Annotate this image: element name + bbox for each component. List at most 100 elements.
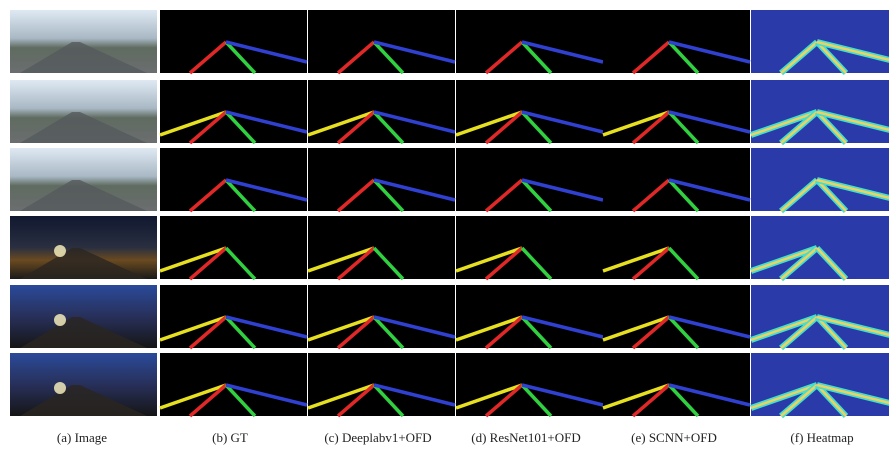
- lane: [372, 110, 405, 145]
- lane: [602, 383, 670, 410]
- road: [20, 317, 147, 348]
- lane: [188, 40, 228, 75]
- lane-mask: [456, 10, 603, 73]
- lane-mask: [456, 80, 603, 143]
- lane: [484, 40, 524, 75]
- lane: [336, 178, 376, 213]
- lane: [520, 40, 553, 75]
- lane: [225, 40, 308, 64]
- light: [54, 314, 66, 326]
- heat-lane-core: [750, 315, 818, 342]
- lane: [667, 178, 700, 213]
- light: [54, 245, 66, 257]
- lane: [520, 178, 553, 213]
- lane: [373, 383, 456, 407]
- lane: [667, 383, 700, 418]
- heat-lane-core: [816, 316, 847, 349]
- lane: [667, 40, 700, 75]
- lane-mask: [308, 353, 455, 416]
- caption: (c) Deeplabv1+OFD: [324, 430, 432, 445]
- lane: [225, 178, 308, 202]
- lane-mask: [160, 80, 307, 143]
- lane: [224, 315, 257, 350]
- lane: [307, 383, 375, 410]
- lane: [188, 246, 228, 281]
- lane: [484, 178, 524, 213]
- lane: [307, 110, 375, 137]
- lane: [225, 110, 308, 134]
- lane: [602, 315, 670, 342]
- lane: [373, 40, 456, 64]
- lane: [631, 246, 671, 281]
- lane: [159, 315, 227, 342]
- lane: [667, 246, 700, 281]
- lane: [455, 315, 523, 342]
- heat-lane-core: [780, 247, 818, 280]
- heat-lane-core: [750, 246, 818, 273]
- lane: [668, 40, 751, 64]
- light: [54, 382, 66, 394]
- lane: [372, 178, 405, 213]
- heat-lane-core: [780, 111, 818, 144]
- lane: [521, 40, 604, 64]
- heat-lane-core: [780, 384, 818, 417]
- lane-mask: [603, 10, 750, 73]
- road: [20, 180, 147, 211]
- lane: [159, 110, 227, 137]
- lane: [224, 110, 257, 145]
- lane-mask: [160, 216, 307, 279]
- lane: [521, 110, 604, 134]
- lane: [520, 315, 553, 350]
- lane-mask: [603, 285, 750, 348]
- lane-mask: [308, 148, 455, 211]
- lane: [521, 178, 604, 202]
- lane: [602, 246, 670, 273]
- caption: (a) Image: [56, 430, 108, 445]
- lane: [225, 383, 308, 407]
- lane: [668, 383, 751, 407]
- lane: [455, 246, 523, 273]
- road: [20, 112, 147, 143]
- lane: [521, 383, 604, 407]
- lane: [373, 315, 456, 339]
- lane: [484, 246, 524, 281]
- lane: [631, 40, 671, 75]
- lane: [668, 178, 751, 202]
- lane: [372, 40, 405, 75]
- lane: [455, 110, 523, 137]
- lane: [521, 315, 604, 339]
- lane: [667, 110, 700, 145]
- heat-lane-core: [816, 111, 847, 144]
- caption: (b) GT: [212, 430, 248, 445]
- caption: (d) ResNet101+OFD: [471, 430, 581, 445]
- lane-mask: [456, 285, 603, 348]
- lane-mask: [308, 80, 455, 143]
- lane: [336, 315, 376, 350]
- heat-lane-core: [816, 247, 847, 280]
- heat-lane-core: [816, 41, 847, 74]
- lane: [631, 315, 671, 350]
- lane-mask: [308, 285, 455, 348]
- lane: [520, 383, 553, 418]
- heat-lane-core: [750, 110, 818, 137]
- road: [20, 248, 147, 279]
- heat-lane-core: [816, 384, 847, 417]
- lane: [224, 383, 257, 418]
- lane-mask: [456, 216, 603, 279]
- heat-lane-core: [816, 179, 847, 212]
- heat-lane-core: [816, 110, 889, 132]
- road: [20, 42, 147, 73]
- lane: [372, 383, 405, 418]
- lane: [372, 246, 405, 281]
- lane: [188, 178, 228, 213]
- lane-mask: [160, 148, 307, 211]
- lane: [668, 110, 751, 134]
- lane: [631, 383, 671, 418]
- caption: (e) SCNN+OFD: [631, 430, 717, 445]
- lane: [336, 246, 376, 281]
- caption: (f) Heatmap: [790, 430, 854, 445]
- lane: [159, 246, 227, 273]
- lane-mask: [456, 353, 603, 416]
- lane: [307, 246, 375, 273]
